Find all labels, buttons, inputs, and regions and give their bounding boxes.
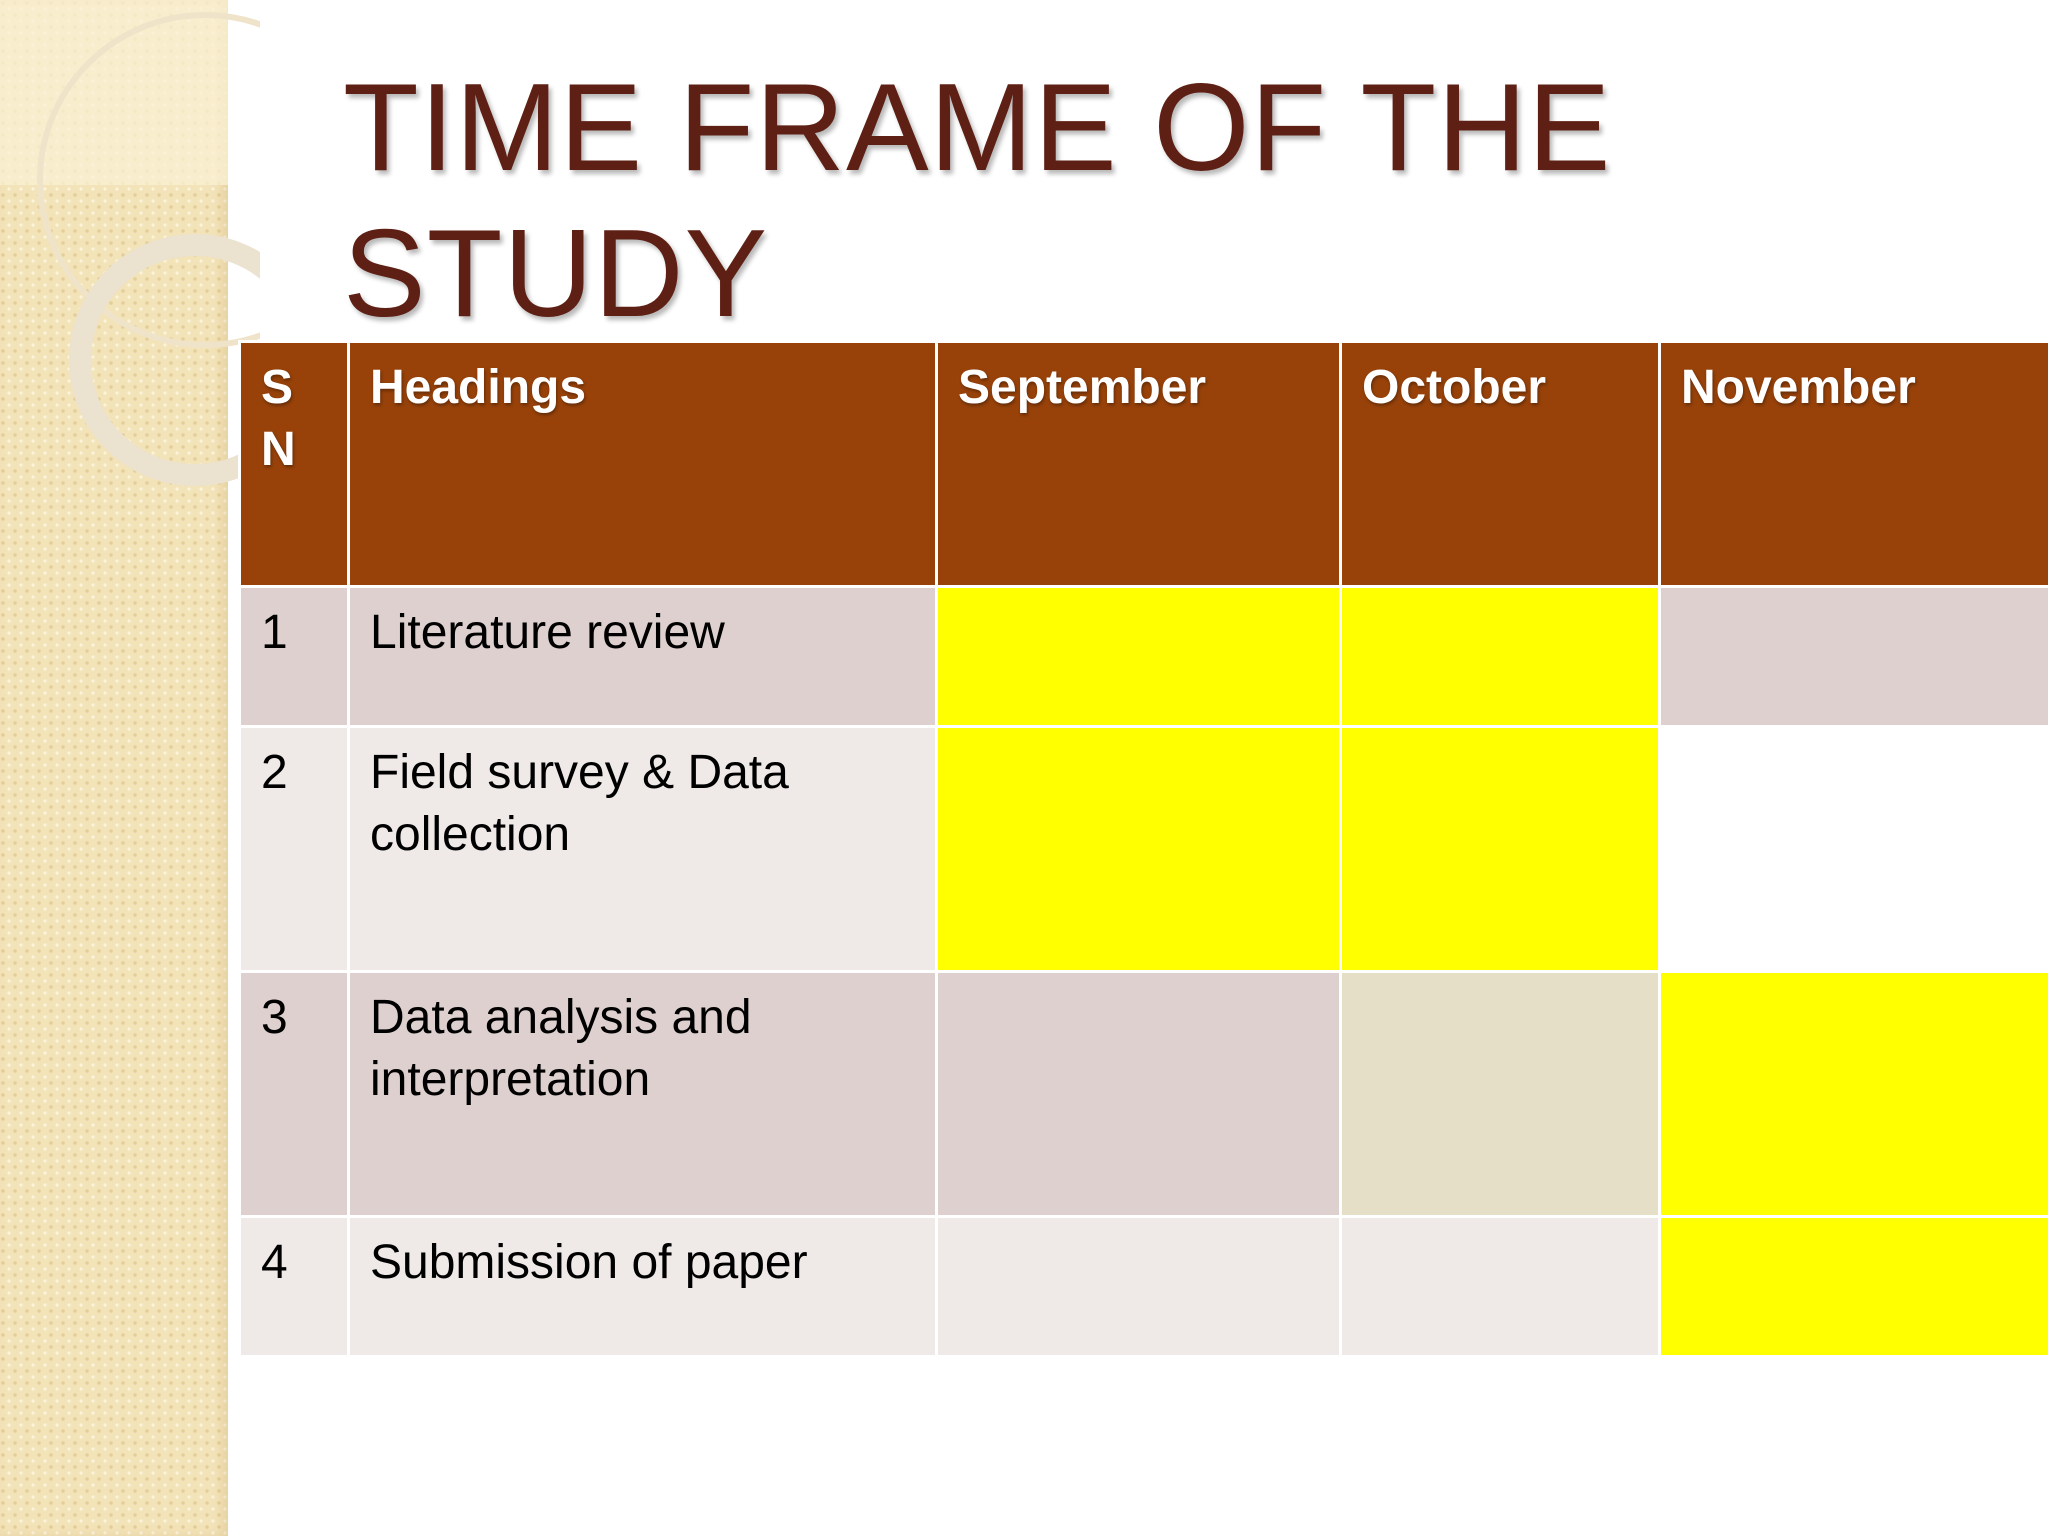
october-cell xyxy=(1339,1215,1661,1358)
row-number: 1 xyxy=(238,585,350,728)
table-header-row: S N Headings September October November xyxy=(238,340,2048,588)
row-heading: Submission of paper xyxy=(347,1215,938,1358)
row-number: 3 xyxy=(238,970,350,1218)
november-cell xyxy=(1658,585,2048,728)
october-cell xyxy=(1339,970,1661,1218)
header-november: November xyxy=(1658,340,2048,588)
table-row: 2 Field survey & Data collection xyxy=(238,725,2048,973)
header-october: October xyxy=(1339,340,1661,588)
september-cell-active xyxy=(935,725,1342,973)
table-row: 3 Data analysis and interpretation xyxy=(238,970,2048,1218)
row-number: 4 xyxy=(238,1215,350,1358)
header-september: September xyxy=(935,340,1342,588)
row-number: 2 xyxy=(238,725,350,973)
november-cell-active xyxy=(1658,1215,2048,1358)
time-frame-table: S N Headings September October November … xyxy=(238,340,2048,1358)
row-heading: Literature review xyxy=(347,585,938,728)
decorative-rings xyxy=(37,12,260,486)
table-row: 1 Literature review xyxy=(238,585,2048,728)
september-cell-active xyxy=(935,585,1342,728)
side-band-highlight xyxy=(0,0,228,185)
september-cell xyxy=(935,970,1342,1218)
small-ring xyxy=(69,234,260,486)
september-cell xyxy=(935,1215,1342,1358)
header-sn-label: S N xyxy=(261,361,296,476)
october-cell-active xyxy=(1339,725,1661,973)
header-headings: Headings xyxy=(347,340,938,588)
row-heading: Field survey & Data collection xyxy=(347,725,938,973)
october-cell-active xyxy=(1339,585,1661,728)
slide-title: TIME FRAME OF THE STUDY xyxy=(343,59,1612,343)
table-row: 4 Submission of paper xyxy=(238,1215,2048,1358)
large-ring xyxy=(37,12,260,348)
november-cell-active xyxy=(1658,970,2048,1218)
row-heading: Data analysis and interpretation xyxy=(347,970,938,1218)
november-cell xyxy=(1658,725,2048,973)
header-sn: S N xyxy=(238,340,350,588)
